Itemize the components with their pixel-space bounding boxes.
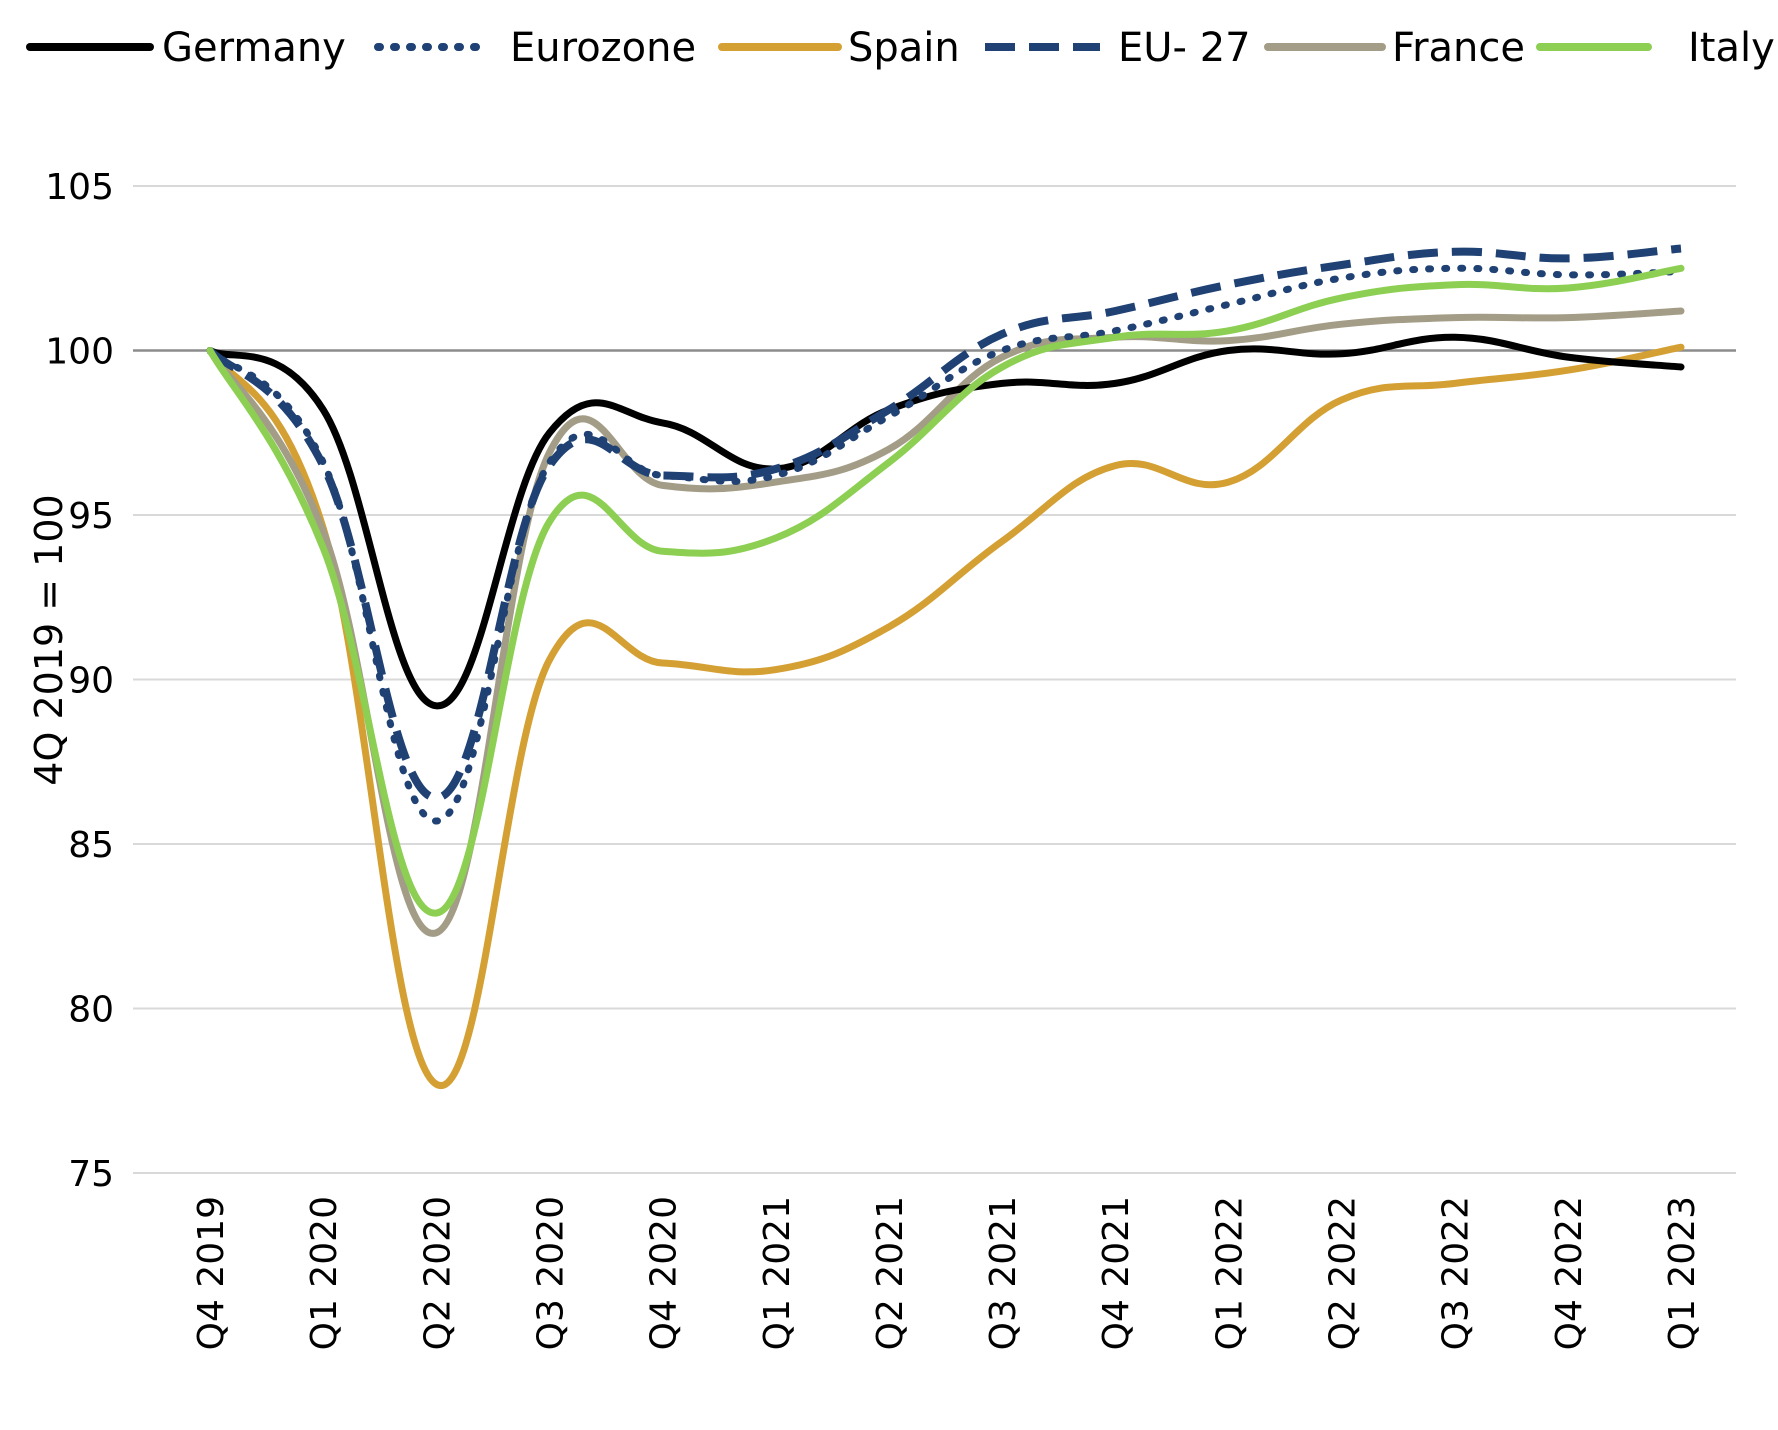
gridlines <box>133 185 1736 1174</box>
x-tick-label: Q1 2022 <box>1209 1196 1250 1350</box>
x-tick-label: Q2 2020 <box>417 1196 458 1350</box>
series-line-eu-27 <box>207 244 1682 802</box>
x-tick-label: Q4 2019 <box>191 1196 232 1350</box>
series-line-germany <box>206 333 1685 710</box>
x-tick-label: Q1 2023 <box>1662 1196 1703 1350</box>
x-tick-label: Q3 2021 <box>983 1196 1024 1350</box>
y-tick-label: 105 <box>45 167 114 208</box>
x-tick-label: Q1 2020 <box>304 1196 345 1350</box>
x-tick-label: Q2 2022 <box>1323 1196 1364 1350</box>
x-tick-label: Q4 2020 <box>644 1196 685 1350</box>
legend-label: France <box>1392 25 1525 71</box>
x-tick-label: Q2 2021 <box>870 1196 911 1350</box>
series-line-italy <box>206 264 1685 917</box>
y-axis-title: 4Q 2019 = 100 <box>27 494 71 785</box>
legend-label: Eurozone <box>510 25 696 71</box>
series-line-eurozone <box>206 264 1685 825</box>
series-lines <box>206 244 1685 1089</box>
y-tick-label: 95 <box>68 496 114 537</box>
legend-label: Italy <box>1688 25 1775 71</box>
y-tick-label: 100 <box>45 332 114 373</box>
series-line-spain <box>206 343 1685 1089</box>
y-axis-ticks: 75 80 85 90 95 100 105 <box>45 167 114 1195</box>
legend: Germany Eurozone Spain EU- 27 France Italy <box>26 25 1775 71</box>
x-axis-ticks: Q4 2019 Q1 2020 Q2 2020 Q3 2020 Q4 2020 Q1 20… <box>191 1196 1703 1350</box>
legend-label: Spain <box>848 25 960 71</box>
x-tick-label: Q4 2021 <box>1096 1196 1137 1350</box>
y-tick-label: 85 <box>68 825 114 866</box>
x-tick-label: Q3 2022 <box>1436 1196 1477 1350</box>
legend-label: EU- 27 <box>1118 25 1251 71</box>
x-tick-label: Q3 2020 <box>530 1196 571 1350</box>
y-tick-label: 80 <box>68 990 114 1031</box>
legend-label: Germany <box>162 25 346 71</box>
x-tick-label: Q1 2021 <box>757 1196 798 1350</box>
x-tick-label: Q4 2022 <box>1549 1196 1590 1350</box>
series-line-france <box>206 307 1685 937</box>
y-tick-label: 75 <box>68 1154 114 1195</box>
y-tick-label: 90 <box>68 661 114 702</box>
